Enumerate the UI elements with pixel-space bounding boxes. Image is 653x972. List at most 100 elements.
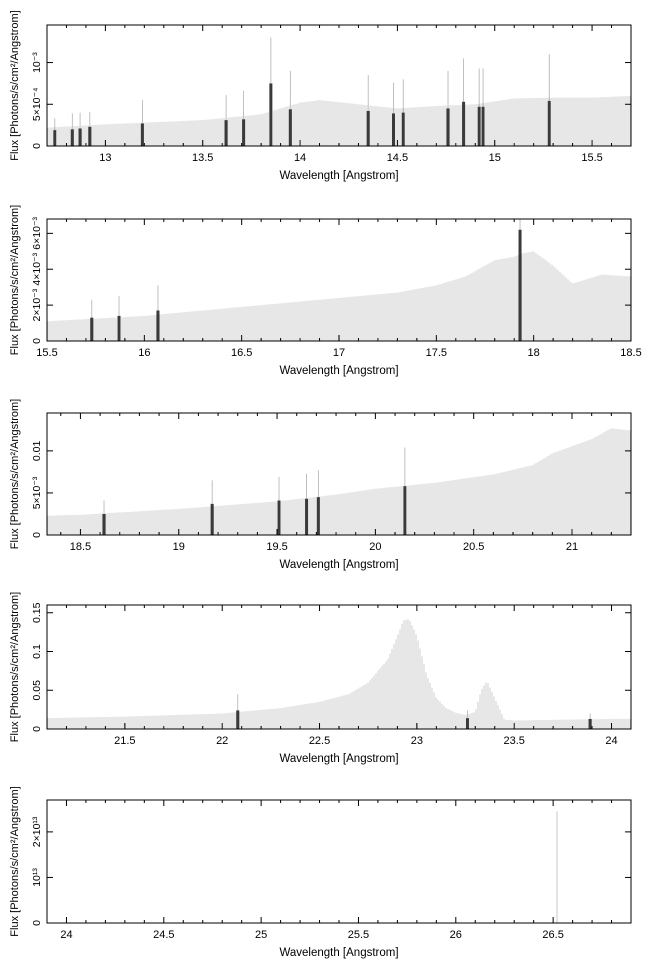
x-tick-label: 25 [255, 929, 267, 941]
line-bar-1 [90, 299, 94, 341]
y-tick-label: 0 [31, 726, 43, 732]
x-axis-label: Wavelength [Angstrom] [279, 559, 398, 571]
x-tick-label: 20 [369, 541, 381, 553]
x-tick-label: 22.5 [309, 735, 330, 747]
x-axis: 24 24.5 25 25.5 26 26.5 Wavelength [Angstrom] [46, 800, 632, 959]
y-axis-label: Flux [Photons/s/cm²/Angstrom] [9, 205, 21, 355]
continuum-series [47, 251, 631, 341]
plot-area [47, 37, 631, 146]
flux-bar [78, 128, 82, 146]
x-tick-label: 22 [216, 735, 228, 747]
x-axis: 21.5 22 22.5 23 23.5 24 Wavelength [Angstrom] [46, 605, 632, 765]
flux-bar [547, 100, 551, 146]
flux-bar [305, 498, 309, 535]
y-axis-label: Flux [Photons/s/cm²/Angstrom] [9, 786, 21, 936]
flux-bar [277, 500, 281, 535]
x-tick-label: 13.5 [192, 152, 213, 164]
flux-bar [446, 108, 450, 146]
y-tick-label: 5×10⁻³ [31, 476, 43, 509]
y-axis: 0 2×10⁻³ 4×10⁻³ 6×10⁻³ Flux [Photons/s/cm²/A… [9, 205, 631, 355]
y-tick-label: 4×10⁻³ [31, 252, 43, 285]
x-tick-label: 24.5 [153, 929, 174, 941]
flux-bar [90, 317, 94, 341]
continuum-series [47, 619, 631, 729]
x-tick-label: 21 [566, 541, 578, 553]
y-tick-label: 0.05 [31, 680, 43, 701]
x-tick-label: 16 [138, 347, 150, 359]
line-bar-17 [547, 54, 551, 146]
line-bar-1 [102, 500, 106, 535]
flux-bar [366, 110, 370, 146]
y-tick-label: 6×10⁻³ [31, 217, 43, 250]
x-tick-label: 14.5 [387, 152, 408, 164]
line-bar-4 [518, 219, 522, 341]
line-bar-4 [88, 111, 92, 146]
chart-panel-4: 21.5 22 22.5 23 23.5 24 Wavelength [Angstrom] 0… [9, 592, 632, 765]
line-bar-1 [53, 118, 57, 146]
flux-bar [477, 106, 481, 146]
line-bar-2 [117, 296, 121, 341]
line-bar-3 [156, 285, 160, 341]
x-tick-label: 24 [605, 735, 617, 747]
plot-area [47, 619, 631, 729]
line-bar-3 [277, 476, 281, 535]
flux-bar [269, 83, 273, 146]
plot-frame [46, 412, 632, 536]
chart-panel-1: 13 13.5 14 14.5 15 15.5 Wavelength [Angstrom] 0… [9, 10, 632, 182]
line-bar-3 [588, 713, 592, 729]
x-axis: 18.5 19 19.5 20 20.5 21 Wavelength [Angstrom] [60, 413, 632, 571]
line-bar-10 [366, 75, 370, 146]
y-axis: 0 10¹³ 2×10¹³ Flux [Photons/s/cm²/Angstrom] [9, 786, 631, 937]
y-tick-label: 0.15 [31, 602, 43, 623]
line-bar-6 [224, 95, 228, 146]
y-tick-label: 0 [31, 338, 43, 344]
x-axis-label: Wavelength [Angstrom] [279, 753, 398, 765]
x-tick-label: 24 [60, 929, 72, 941]
flux-bar [53, 130, 57, 146]
line-bar-15 [477, 68, 481, 146]
plot-area [47, 428, 631, 535]
x-tick-label: 15.5 [36, 347, 57, 359]
y-tick-label: 0.1 [31, 644, 43, 659]
x-tick-label: 25.5 [348, 929, 369, 941]
x-tick-label: 19.5 [266, 541, 287, 553]
flux-bar [401, 112, 405, 146]
y-tick-label: 0 [31, 143, 43, 149]
plot-frame [46, 218, 632, 342]
x-axis-label: Wavelength [Angstrom] [279, 170, 398, 182]
plot-area [47, 219, 631, 341]
y-axis-label: Flux [Photons/s/cm²/Angstrom] [9, 10, 21, 160]
x-axis: 15.5 16 16.5 17 17.5 18 18.5 Wavelength [Angstr… [36, 219, 642, 377]
line-bar-14 [462, 58, 466, 146]
line-bar-9 [288, 70, 292, 146]
x-tick-label: 14 [294, 152, 306, 164]
x-axis-label: Wavelength [Angstrom] [279, 947, 398, 959]
line-bar-8 [269, 37, 273, 146]
x-tick-label: 17 [333, 347, 345, 359]
line-bar-3 [78, 112, 82, 146]
continuum-series [47, 428, 631, 535]
x-axis-label: Wavelength [Angstrom] [279, 365, 398, 377]
line-bar-2 [465, 710, 469, 729]
y-axis-label: Flux [Photons/s/cm²/Angstrom] [9, 399, 21, 549]
plot-body [47, 37, 631, 146]
x-tick-label: 17.5 [426, 347, 447, 359]
x-tick-label: 20.5 [463, 541, 484, 553]
y-axis: 0 5×10⁻⁴ 10⁻³ Flux [Photons/s/cm²/Angstrom] [9, 10, 631, 161]
flux-bar [210, 503, 214, 535]
flux-bar [102, 513, 106, 535]
x-tick-label: 21.5 [114, 735, 135, 747]
chart-panel-3: 18.5 19 19.5 20 20.5 21 Wavelength [Angstrom] 0… [9, 399, 632, 571]
plot-frame [46, 799, 632, 924]
flux-bar [403, 486, 407, 535]
line-bar-16 [481, 68, 485, 146]
flux-bar [140, 123, 144, 146]
line-bar-1 [236, 694, 240, 729]
flux-bar [392, 113, 396, 146]
x-tick-label: 23.5 [503, 735, 524, 747]
flux-bar [481, 106, 485, 146]
y-tick-label: 2×10⁻³ [31, 288, 43, 321]
flux-bar [70, 129, 74, 146]
y-tick-label: 10⁻³ [31, 52, 43, 73]
